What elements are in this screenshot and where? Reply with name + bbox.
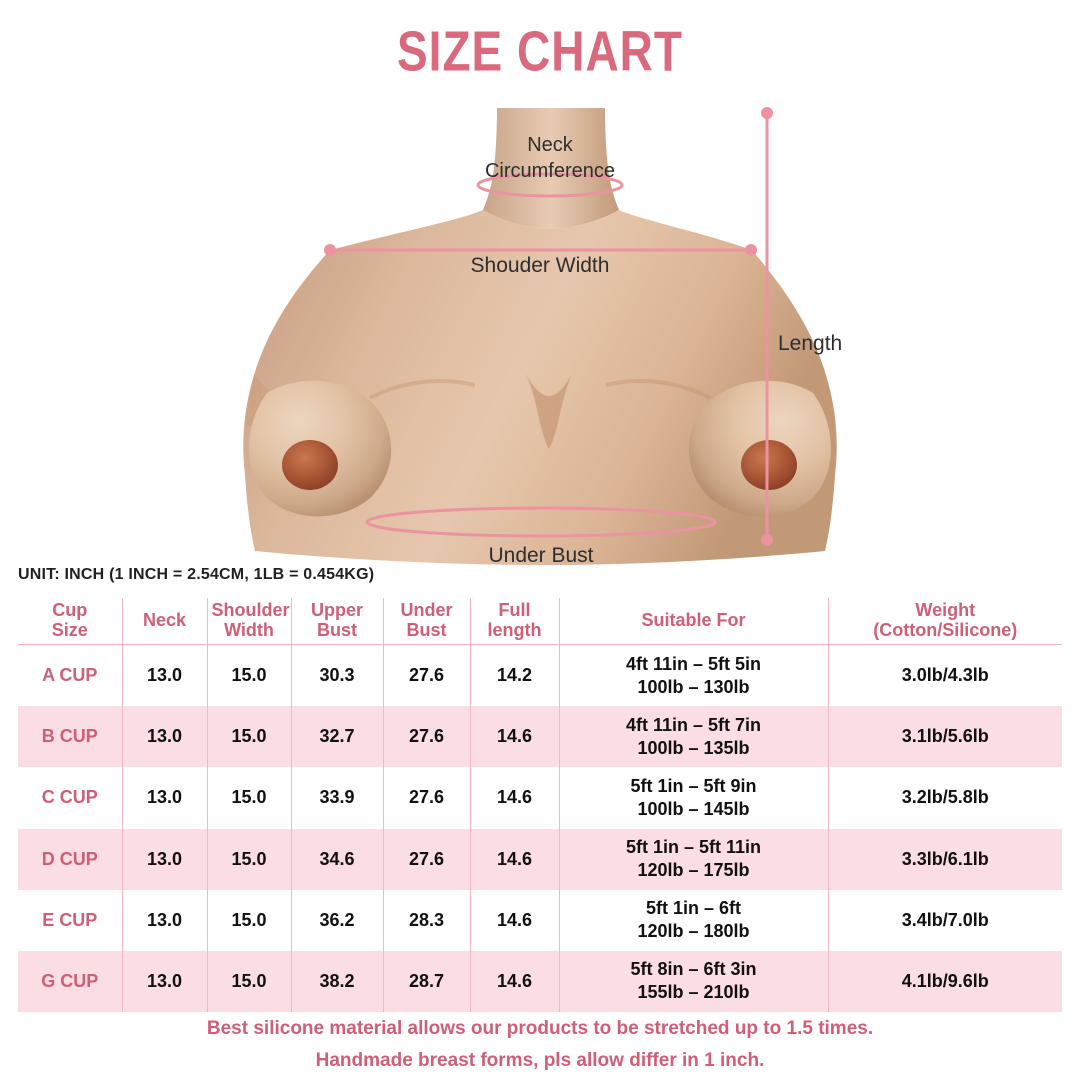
- svg-text:Neck: Neck: [527, 134, 574, 156]
- svg-text:Length: Length: [778, 332, 842, 355]
- svg-text:Under Bust: Under Bust: [488, 544, 593, 567]
- svg-text:Shouder Width: Shouder Width: [471, 254, 610, 277]
- svg-text:Circumference: Circumference: [485, 160, 615, 182]
